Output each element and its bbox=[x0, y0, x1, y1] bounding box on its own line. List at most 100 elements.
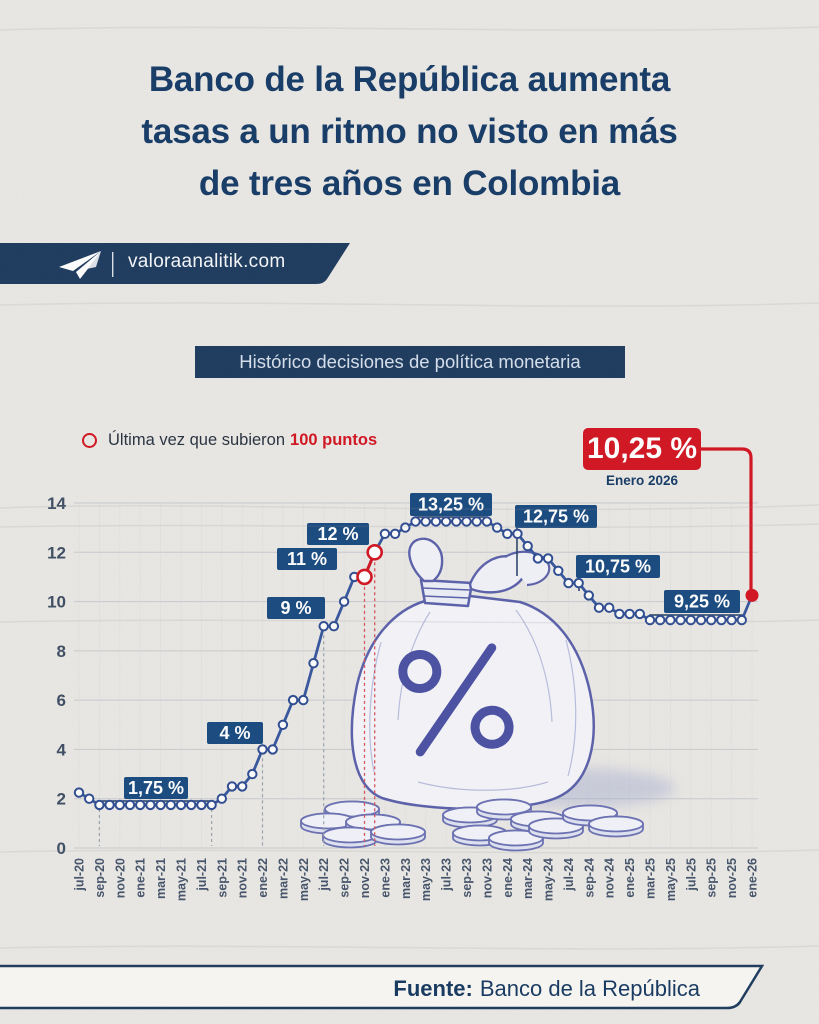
y-tick-label: 4 bbox=[57, 740, 67, 759]
x-tick-label: jul-20 bbox=[73, 858, 87, 892]
latest-rate-callout: 10,25 % Enero 2026 bbox=[583, 428, 701, 488]
data-label: 12,75 % bbox=[515, 505, 597, 528]
x-tick-label: ene-25 bbox=[623, 858, 637, 898]
data-point bbox=[685, 614, 696, 626]
x-tick-label: may-23 bbox=[419, 858, 433, 901]
data-point bbox=[155, 799, 166, 811]
data-point bbox=[634, 608, 645, 620]
callout-connector bbox=[698, 447, 759, 602]
x-tick-label: jul-23 bbox=[440, 858, 454, 892]
x-tick-label: jul-22 bbox=[317, 858, 331, 892]
x-tick-label: ene-22 bbox=[256, 858, 270, 898]
data-point bbox=[277, 719, 289, 730]
x-tick-label: ene-26 bbox=[746, 858, 760, 898]
data-point bbox=[512, 528, 523, 539]
data-point bbox=[573, 577, 584, 589]
x-tick-label: jul-24 bbox=[562, 858, 576, 892]
data-point bbox=[665, 614, 676, 626]
data-point bbox=[328, 621, 340, 632]
data-label: 12 % bbox=[307, 523, 369, 545]
data-point bbox=[430, 516, 442, 527]
bag-flap-left bbox=[408, 537, 444, 583]
y-tick-label: 14 bbox=[47, 494, 66, 513]
data-point bbox=[542, 553, 554, 564]
data-point bbox=[338, 596, 350, 607]
latest-rate-date: Enero 2026 bbox=[605, 473, 679, 488]
x-tick-label: nov-21 bbox=[236, 858, 250, 898]
x-tick-label: ene-21 bbox=[134, 858, 148, 898]
data-point bbox=[491, 522, 503, 533]
data-point bbox=[206, 799, 217, 811]
data-point bbox=[644, 614, 656, 626]
svg-text:1,75 %: 1,75 % bbox=[128, 778, 184, 798]
x-tick-label: sep-23 bbox=[460, 858, 474, 898]
coin bbox=[322, 826, 378, 849]
data-point bbox=[298, 694, 309, 706]
data-point bbox=[104, 799, 115, 811]
data-point bbox=[624, 608, 635, 620]
data-label: 4 % bbox=[207, 722, 263, 744]
x-tick-label: may-21 bbox=[175, 858, 189, 901]
data-point bbox=[502, 528, 513, 539]
svg-text:12 %: 12 % bbox=[317, 524, 358, 544]
data-point bbox=[73, 787, 85, 798]
x-tick-label: nov-24 bbox=[603, 858, 617, 898]
source-label: Fuente: bbox=[393, 976, 473, 1001]
source-bar: Fuente: Banco de la República bbox=[0, 964, 819, 1012]
data-point bbox=[237, 781, 248, 792]
svg-text:11 %: 11 % bbox=[287, 549, 327, 569]
x-tick-label: may-25 bbox=[664, 858, 678, 901]
data-point bbox=[726, 614, 737, 626]
x-tick-label: mar-23 bbox=[399, 858, 413, 899]
data-point bbox=[114, 799, 126, 811]
data-label: 10,75 % bbox=[576, 555, 660, 578]
x-tick-label: ene-23 bbox=[378, 858, 392, 898]
x-tick-label: mar-21 bbox=[154, 858, 168, 899]
data-point bbox=[389, 528, 401, 539]
coin bbox=[370, 823, 426, 846]
data-point bbox=[410, 516, 421, 527]
data-point bbox=[461, 516, 472, 527]
data-label: 1,75 % bbox=[124, 777, 188, 799]
data-point bbox=[532, 553, 544, 564]
data-point bbox=[84, 793, 95, 804]
y-tick-label: 8 bbox=[57, 642, 66, 661]
data-point bbox=[706, 614, 717, 626]
y-tick-label: 12 bbox=[47, 543, 66, 562]
y-tick-label: 0 bbox=[57, 839, 66, 858]
svg-text:9 %: 9 % bbox=[280, 598, 311, 618]
x-tick-label: nov-20 bbox=[113, 858, 127, 898]
data-point bbox=[308, 658, 319, 669]
x-tick-label: may-22 bbox=[297, 858, 311, 901]
data-point bbox=[736, 614, 747, 626]
source-text: Fuente: Banco de la República bbox=[393, 976, 700, 1002]
x-tick-label: sep-21 bbox=[215, 858, 229, 898]
data-point bbox=[481, 516, 493, 527]
data-point bbox=[471, 516, 482, 527]
data-point bbox=[440, 516, 452, 527]
svg-text:13,25 %: 13,25 % bbox=[418, 495, 484, 515]
x-tick-label: mar-24 bbox=[521, 858, 535, 899]
data-point bbox=[675, 614, 686, 626]
x-tick-label: sep-22 bbox=[338, 858, 352, 898]
money-bag-illustration bbox=[350, 537, 675, 811]
svg-text:12,75 %: 12,75 % bbox=[523, 507, 589, 527]
data-point bbox=[165, 799, 177, 811]
data-point bbox=[695, 614, 707, 626]
data-label: 9,25 % bbox=[664, 590, 740, 613]
x-tick-label: ene-24 bbox=[501, 858, 515, 898]
coin bbox=[588, 815, 644, 838]
data-label: 11 % bbox=[277, 548, 337, 570]
data-point bbox=[186, 799, 197, 811]
x-axis-labels: jul-20 sep-20 nov-20 ene-21 mar-21 may-21 jul-… bbox=[73, 858, 760, 901]
data-point bbox=[135, 799, 146, 811]
data-point bbox=[614, 608, 625, 620]
x-tick-label: nov-22 bbox=[358, 858, 372, 898]
y-tick-label: 6 bbox=[57, 691, 66, 710]
x-tick-label: nov-23 bbox=[480, 858, 494, 898]
y-axis-labels: 0 2 4 6 8 10 12 14 bbox=[47, 494, 66, 858]
legend-highlight-text: 100 puntos bbox=[290, 431, 378, 449]
data-point bbox=[267, 744, 278, 755]
data-point bbox=[257, 744, 268, 755]
